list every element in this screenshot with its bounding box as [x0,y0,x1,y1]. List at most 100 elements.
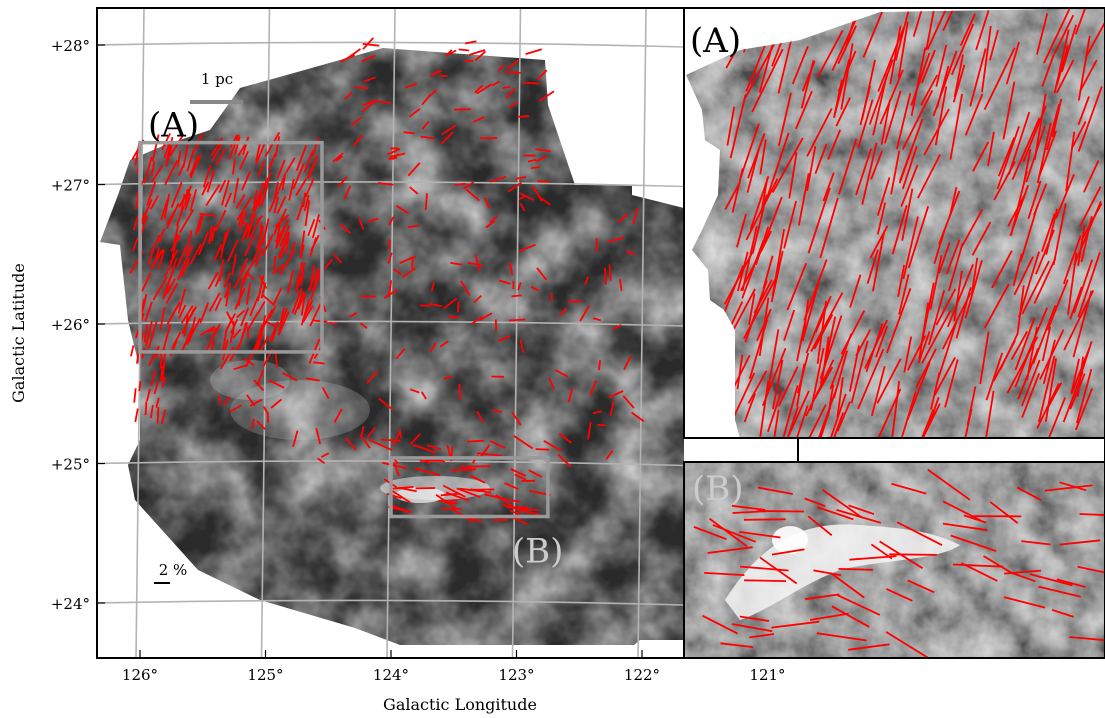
polarization-vector [271,321,279,342]
polarization-vector [886,588,913,602]
polarization-vector [226,239,239,263]
polarization-vector [335,155,343,162]
polarization-vector [745,37,769,92]
polarization-vector [999,333,1019,371]
polarization-vector [1065,131,1076,192]
polarization-vector [231,253,237,275]
polarization-vector [238,322,248,348]
polarization-vector [891,482,927,495]
polarization-vector [1084,10,1105,59]
polarization-vector [256,369,265,386]
polarization-vector [836,401,851,432]
polarization-vector [767,389,783,433]
polarization-vector [467,261,483,267]
polarization-vector [189,243,202,265]
polarization-vector [362,37,374,50]
polarization-vector [218,179,227,193]
polarization-vector [1061,24,1078,72]
polarization-vector [186,189,191,206]
polarization-vector [944,359,959,408]
polarization-vector [293,291,305,316]
polarization-vector [739,531,781,539]
polarization-vector [797,173,810,226]
polarization-vector [299,244,305,259]
polarization-vector [927,468,971,501]
inset-b-panel: (B) [683,461,1105,660]
polarization-vector [777,92,792,147]
polarization-vector [830,572,865,599]
polarization-vector [806,108,833,157]
polarization-vector [1032,304,1057,365]
polarization-vector [953,54,964,98]
polarization-vector [376,100,392,104]
polarization-vector [1077,565,1105,574]
polarization-vector [466,465,491,468]
polarization-vector [300,262,306,286]
polarization-vector [753,279,773,314]
polarization-vector [268,305,277,320]
polarization-vector [840,310,866,355]
polarization-vector [869,225,889,259]
polarization-vector [211,142,224,162]
polarization-vector [424,193,428,210]
polarization-vector [1013,256,1034,296]
polarization-vector [783,406,799,438]
polarization-vector [897,21,909,78]
polarization-vector [567,387,574,403]
polarization-vector [1016,285,1025,335]
polarization-vector [1039,329,1065,380]
polarization-vector [589,380,597,396]
polarization-vector [952,64,966,103]
polarization-vector [1079,59,1098,91]
polarization-vector [304,200,311,227]
polarization-vector [268,379,285,389]
polarization-vector [392,430,402,447]
polarization-vector [267,153,277,171]
region-a-label: (A) [148,106,199,146]
polarization-vector [169,249,179,264]
polarization-vector [261,233,274,256]
polarization-vector [917,331,931,363]
polarization-vector [751,194,768,254]
polarization-vector [309,302,323,327]
polarization-vector [239,151,249,170]
polarization-vector [972,141,990,172]
polarization-vector [530,285,540,292]
polarization-vector [228,134,240,160]
polarization-vector [311,214,320,239]
polarization-vector [548,377,555,390]
polarization-vector [246,272,255,280]
polarization-vector [788,405,809,438]
polarization-vector [258,182,264,207]
polarization-vector [833,350,848,399]
polarization-vector [166,203,180,229]
polarization-vector [1021,540,1051,546]
polarization-vector [166,278,176,294]
polarization-vector [898,148,913,184]
polarization-vector [207,327,219,333]
polarization-vector [840,43,854,110]
polarization-vector [731,504,766,511]
polarization-vector [332,253,343,264]
polarization-vector [788,152,798,199]
polarization-vector [307,218,316,237]
polarization-vector [558,307,568,317]
polarization-vector [850,340,869,404]
polarization-vector [132,215,140,231]
polarization-vector [803,259,828,321]
polarization-vector [1036,13,1049,55]
polarization-vector [917,154,941,199]
polarization-vector [199,212,217,217]
polarization-vector [813,569,842,577]
polarization-vector [150,404,154,419]
polarization-vector [1044,484,1093,492]
polarization-vector [934,86,948,146]
polarization-vector [812,388,838,438]
polarization-vector [189,189,198,212]
polarization-vector [936,317,959,383]
polarization-vector [247,311,259,331]
polarization-vector [285,231,290,255]
polarization-vector [822,172,835,202]
y-tick-label: +25° [51,456,90,474]
polarization-vector [286,270,294,294]
